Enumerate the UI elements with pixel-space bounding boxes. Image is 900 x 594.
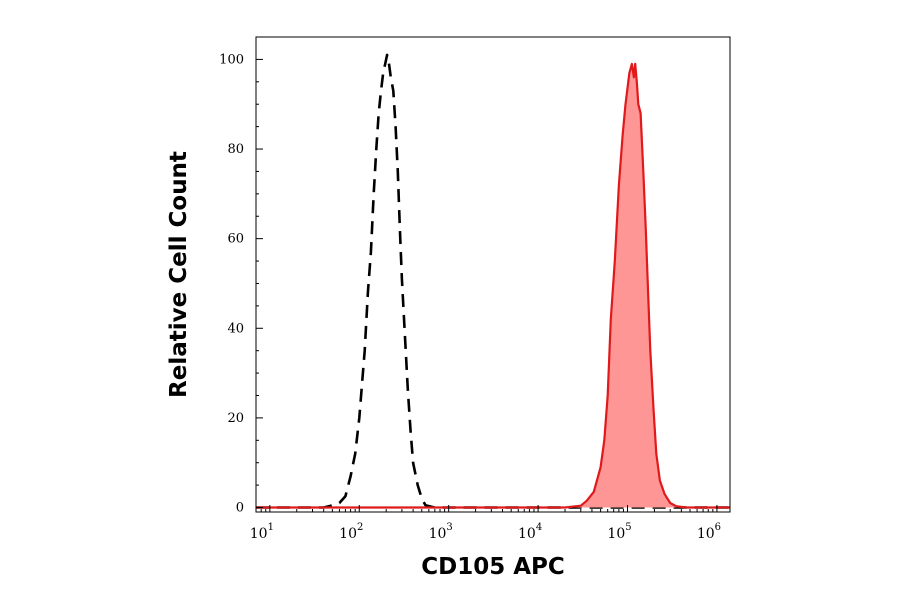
x-tick-label: 104 [518,522,542,542]
series-0-line [256,53,730,509]
x-tick-label: 106 [697,522,721,542]
y-tick-label: 0 [236,501,244,516]
y-tick-label: 80 [227,142,244,157]
x-axis-title: CD105 APC [421,554,565,580]
series-1-area [256,63,730,508]
y-tick-label: 100 [219,52,244,67]
series-1-line [256,62,730,509]
plot-frame [255,36,731,513]
y-tick-label: 40 [227,321,244,336]
x-tick-label: 103 [429,522,453,542]
y-tick-label: 20 [227,411,244,426]
y-axis: 0 20 40 60 80 100 [219,52,263,516]
y-axis-title: Relative Cell Count [166,151,192,398]
series-layer [256,53,730,509]
x-tick-label: 105 [607,522,631,542]
x-tick-label: 102 [339,522,363,542]
x-tick-label: 101 [250,522,274,542]
x-axis: 101 102 103 104 105 106 [250,505,721,542]
y-tick-label: 60 [227,232,244,247]
